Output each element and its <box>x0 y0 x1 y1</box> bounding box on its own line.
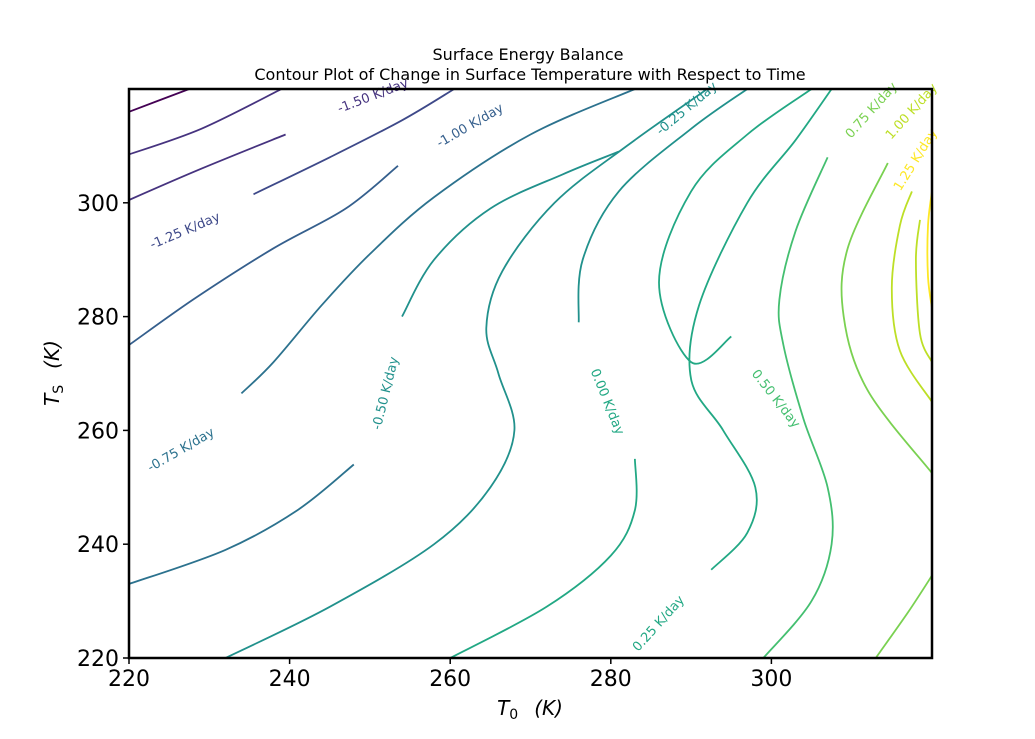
contour-line <box>875 575 932 658</box>
contour-line <box>762 156 834 658</box>
contour-line <box>129 89 282 156</box>
x-axis-label: T0 (K) <box>497 696 563 723</box>
contour-label: -1.25 K/day <box>148 210 223 253</box>
x-tick-label: 240 <box>269 667 311 692</box>
x-tick-label: 280 <box>590 667 632 692</box>
y-tick-label: 300 <box>77 192 119 217</box>
axes-frame <box>127 87 934 660</box>
y-axis-ticks: 220 240 260 280 300 <box>77 192 129 672</box>
contour-line <box>129 89 190 113</box>
y-tick-label: 240 <box>77 533 119 558</box>
contour-line <box>129 463 355 585</box>
contour-label: -1.00 K/day <box>434 101 506 151</box>
y-axis-label-subscript: S <box>51 385 67 394</box>
contour-line <box>253 89 455 196</box>
contour-line <box>914 219 932 363</box>
y-axis-label-symbol: T <box>40 392 64 406</box>
x-tick-label: 260 <box>429 667 471 692</box>
contour-line <box>129 133 286 201</box>
contour-line <box>240 89 636 395</box>
contour-line <box>840 162 932 474</box>
contour-label: -0.50 K/day <box>370 355 403 431</box>
x-axis-label-unit: (K) <box>534 696 563 720</box>
contour-label: 0.00 K/day <box>587 367 627 438</box>
y-tick-label: 220 <box>77 647 119 672</box>
x-tick-label: 300 <box>750 667 792 692</box>
contour-label: 0.25 K/day <box>630 593 688 655</box>
y-axis-label: TS (K) <box>40 340 67 406</box>
x-tick-label: 220 <box>108 667 150 692</box>
x-axis-ticks: 220 240 260 280 300 <box>108 658 792 692</box>
plot-area: -1.50 K/day-1.25 K/day-1.00 K/day-0.75 K… <box>129 76 941 658</box>
contour-line <box>688 89 833 571</box>
contour-line <box>401 150 620 318</box>
contour-line <box>577 89 748 323</box>
contour-line <box>449 458 638 658</box>
contour-line <box>225 89 708 658</box>
x-axis-label-subscript: 0 <box>509 707 518 723</box>
y-tick-label: 260 <box>77 419 119 444</box>
contour-label: -0.75 K/day <box>145 425 217 475</box>
y-axis-label-unit: (K) <box>40 340 64 369</box>
x-axis-label-symbol: T <box>497 696 511 720</box>
contour-line <box>890 191 932 403</box>
contour-line <box>658 89 813 365</box>
contour-label: 0.50 K/day <box>748 367 803 432</box>
chart-subtitle: Contour Plot of Change in Surface Temper… <box>254 65 805 84</box>
y-tick-label: 280 <box>77 306 119 331</box>
chart-title: Surface Energy Balance <box>433 45 624 64</box>
contour-line <box>926 191 932 309</box>
contour-labels: -1.50 K/day-1.25 K/day-1.00 K/day-0.75 K… <box>145 76 941 655</box>
contour-line <box>129 165 399 346</box>
contour-lines <box>129 89 932 658</box>
